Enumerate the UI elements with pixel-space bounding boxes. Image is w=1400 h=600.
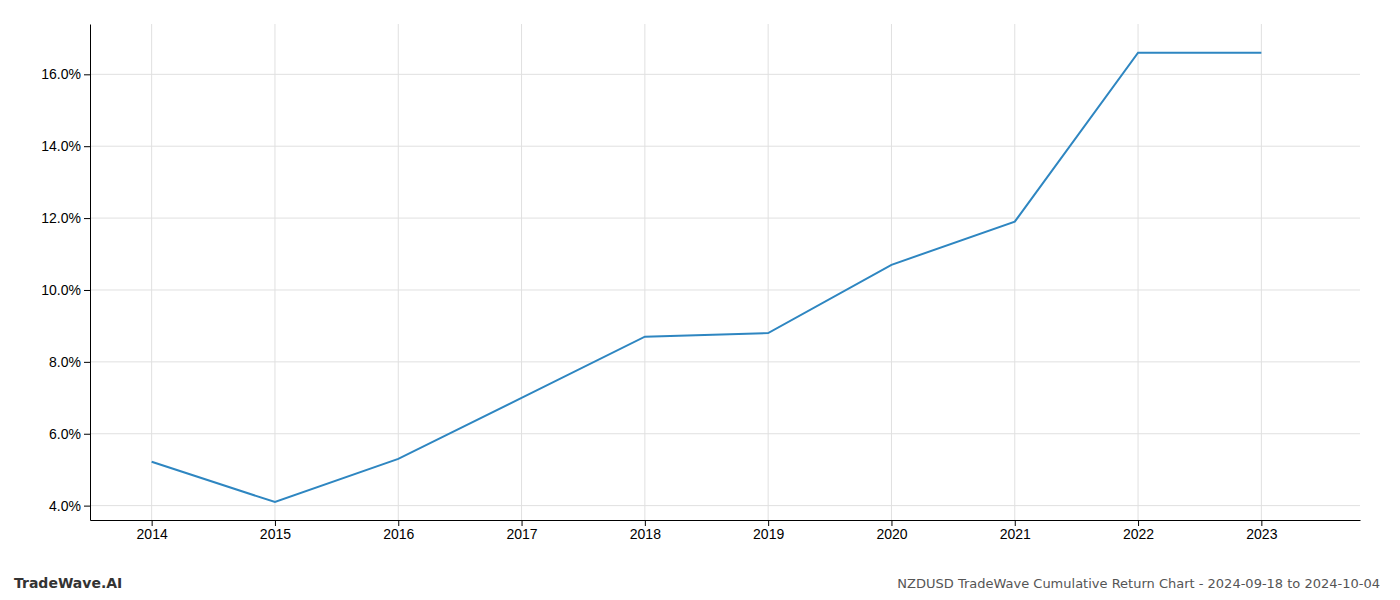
- title: NZDUSD TradeWave Cumulative Return Chart…: [897, 576, 1380, 591]
- x-tick: 2016: [383, 520, 414, 542]
- x-tick: 2018: [630, 520, 661, 542]
- x-tick-label: 2017: [506, 526, 537, 542]
- grid-line-y: [90, 433, 1360, 434]
- y-tick: 12.0%: [41, 210, 90, 226]
- y-tick-mark: [84, 146, 90, 147]
- y-tick-label: 14.0%: [41, 138, 81, 154]
- x-tick: 2017: [506, 520, 537, 542]
- x-tick: 2020: [876, 520, 907, 542]
- y-tick-mark: [84, 434, 90, 435]
- watermark: TradeWave.AI: [14, 575, 122, 591]
- y-tick: 6.0%: [49, 426, 90, 442]
- grid-line-x: [644, 24, 645, 520]
- y-tick-mark: [84, 74, 90, 75]
- y-tick-mark: [84, 218, 90, 219]
- x-tick-label: 2019: [753, 526, 784, 542]
- grid-line-x: [398, 24, 399, 520]
- line: [152, 53, 1262, 502]
- y-tick-mark: [84, 506, 90, 507]
- y-tick: 14.0%: [41, 138, 90, 154]
- x-tick: 2021: [1000, 520, 1031, 542]
- y-tick-label: 10.0%: [41, 282, 81, 298]
- x-tick: 2019: [753, 520, 784, 542]
- x-tick: 2015: [260, 520, 291, 542]
- grid-line-y: [90, 146, 1360, 147]
- x-axis: 2014 2015 2016 2017 2018 2019 2020 2021 2022 2023: [91, 520, 1361, 542]
- grid: [90, 24, 1360, 520]
- marks: [152, 53, 1262, 502]
- plot: 2014 2015 2016 2017 2018 2019 2020 2021 2022 2023…: [41, 24, 1360, 542]
- y-axis-line: [90, 25, 91, 521]
- x-tick-label: 2015: [260, 526, 291, 542]
- y-tick: 4.0%: [49, 498, 90, 514]
- x-tick-label: 2018: [630, 526, 661, 542]
- y-tick-label: 4.0%: [49, 498, 81, 514]
- x-tick: 2023: [1246, 520, 1277, 542]
- grid-line-x: [891, 24, 892, 520]
- x-tick: 2022: [1123, 520, 1154, 542]
- y-tick-mark: [84, 362, 90, 363]
- x-tick-label: 2022: [1123, 526, 1154, 542]
- y-tick: 16.0%: [41, 66, 90, 82]
- x-tick-label: 2021: [1000, 526, 1031, 542]
- y-tick-label: 8.0%: [49, 354, 81, 370]
- y-tick-label: 16.0%: [41, 66, 81, 82]
- y-tick-label: 12.0%: [41, 210, 81, 226]
- chart: 2014 2015 2016 2017 2018 2019 2020 2021 2022 2023…: [0, 0, 1400, 600]
- grid-line-x: [768, 24, 769, 520]
- grid-line-x: [521, 24, 522, 520]
- y-tick: 8.0%: [49, 354, 90, 370]
- grid-line-x: [151, 24, 152, 520]
- y-tick: 10.0%: [41, 282, 90, 298]
- grid-line-y: [90, 218, 1360, 219]
- grid-line-y: [90, 361, 1360, 362]
- x-tick: 2014: [137, 520, 168, 542]
- y-tick-label: 6.0%: [49, 426, 81, 442]
- grid-line-y: [90, 289, 1360, 290]
- grid-line-x: [1138, 24, 1139, 520]
- x-tick-label: 2023: [1246, 526, 1277, 542]
- x-tick-label: 2014: [137, 526, 168, 542]
- y-tick-mark: [84, 290, 90, 291]
- grid-line-x: [274, 24, 275, 520]
- grid-line-x: [1014, 24, 1015, 520]
- grid-line-x: [1261, 24, 1262, 520]
- grid-line-y: [90, 505, 1360, 506]
- grid-line-y: [90, 74, 1360, 75]
- y-axis: 4.0% 6.0% 8.0% 10.0% 12.0% 14.0% 16.0%: [41, 25, 90, 521]
- x-axis-line: [91, 520, 1361, 521]
- x-tick-label: 2020: [876, 526, 907, 542]
- x-tick-label: 2016: [383, 526, 414, 542]
